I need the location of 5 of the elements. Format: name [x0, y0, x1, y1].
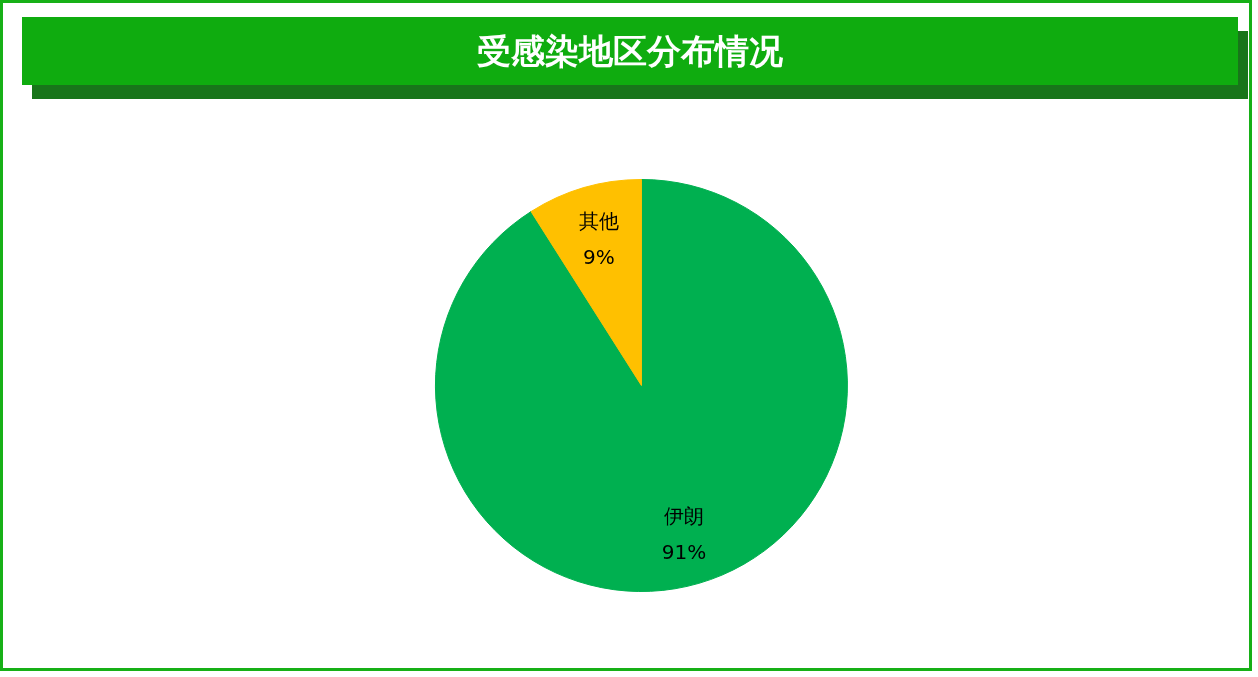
slice-label: 其他: [578, 209, 619, 234]
data-label: 91%: [661, 539, 707, 564]
slice-label: 伊朗: [663, 503, 704, 528]
data-label: 9%: [583, 245, 615, 270]
chart-title: 受感染地区分布情况: [477, 30, 783, 73]
